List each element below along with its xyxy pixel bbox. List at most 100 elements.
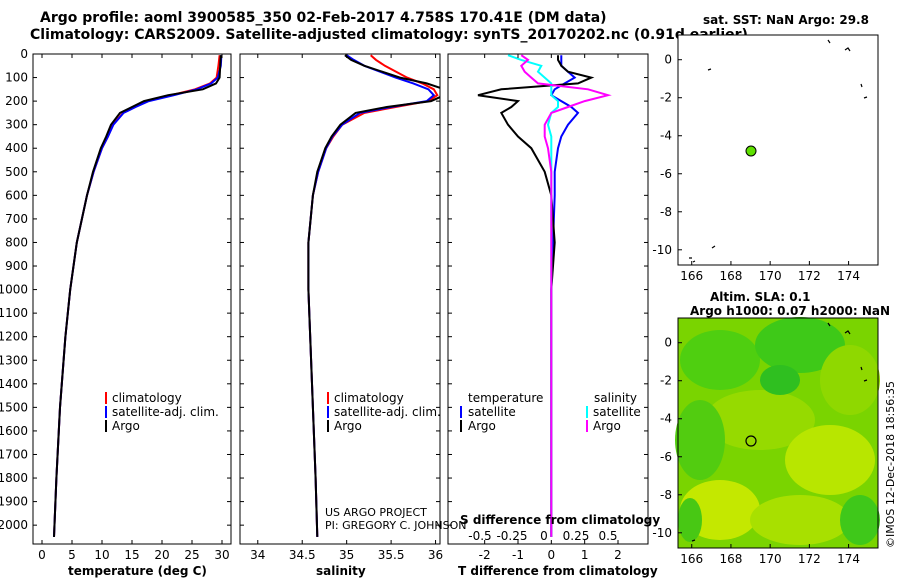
temperature-xlabel: temperature (deg C) — [68, 564, 207, 578]
lon-tick-label: 174 — [837, 269, 860, 283]
depth-tick-label: 500 — [5, 165, 28, 179]
sst-map-axes: 166 168 170 172 174 0 -2 -4 -6 -8 -10 — [652, 53, 860, 283]
lon-tick-label: 166 — [680, 552, 703, 566]
project-label: US ARGO PROJECT — [325, 506, 427, 519]
lat-tick-label: 0 — [664, 336, 672, 350]
x-tick-label: 0 — [38, 548, 46, 562]
lon-tick-label: 170 — [759, 269, 782, 283]
float-position-marker — [745, 435, 757, 447]
top-x-tick-label: 0 — [540, 529, 548, 543]
series-line-argo — [307, 54, 440, 537]
x-tick-label: 1 — [581, 548, 589, 562]
legend-sal-satellite: satellite — [593, 405, 641, 419]
legend-argo: Argo — [334, 419, 362, 433]
sla-map-subtitle: Argo h1000: 0.07 h2000: NaN — [690, 304, 891, 318]
lon-tick-label: 174 — [837, 552, 860, 566]
difference-legend: temperature satellite Argo salinity sate… — [460, 391, 641, 433]
lat-tick-label: -4 — [660, 129, 672, 143]
lon-tick-label: 172 — [798, 552, 821, 566]
lat-tick-label: -10 — [652, 243, 672, 257]
lon-tick-label: 168 — [719, 269, 742, 283]
lat-tick-label: -6 — [660, 167, 672, 181]
legend-climatology: climatology — [112, 391, 182, 405]
x-tick-label: -2 — [479, 548, 491, 562]
series-line-argo — [53, 55, 222, 537]
x-tick-label: 10 — [94, 548, 109, 562]
temperature-axes — [32, 53, 232, 545]
pi-label: PI: GREGORY C. JOHNSON — [325, 519, 466, 532]
x-axes: 0 5 10 15 20 25 30 34 34.5 35 35.5 36 -2 -1 0 1 2 -0.5 -0.… — [38, 54, 622, 562]
depth-tick-label: 1300 — [0, 353, 28, 367]
legend-argo: Argo — [112, 419, 140, 433]
top-x-tick-label: 0.5 — [598, 529, 617, 543]
legend-climatology: climatology — [334, 391, 404, 405]
salinity-legend: climatology satellite-adj. clim. Argo — [327, 391, 441, 433]
top-x-tick-label: -0.5 — [468, 529, 491, 543]
depth-tick-label: 1800 — [0, 471, 28, 485]
salinity-axes — [239, 53, 441, 545]
lat-tick-label: -4 — [660, 412, 672, 426]
sla-map-frame — [677, 317, 879, 549]
sla-field-patches — [675, 317, 880, 545]
lon-tick-label: 172 — [798, 269, 821, 283]
difference-xlabel: T difference from climatology — [458, 564, 658, 578]
sst-map-frame — [677, 34, 879, 266]
depth-tick-label: 1000 — [0, 283, 28, 297]
lon-tick-label: 170 — [759, 552, 782, 566]
depth-tick-label: 1400 — [0, 377, 28, 391]
plot-subtitle: Climatology: CARS2009. Satellite-adjuste… — [30, 27, 748, 43]
x-tick-label: 20 — [154, 548, 169, 562]
series-line-salinity-argo — [520, 54, 612, 537]
sla-map-title: Altim. SLA: 0.1 — [710, 290, 811, 304]
lon-tick-label: 168 — [719, 552, 742, 566]
lat-tick-label: -2 — [660, 374, 672, 388]
x-tick-label: 25 — [184, 548, 199, 562]
series-line-temperature-argo — [477, 55, 595, 537]
depth-tick-label: 1600 — [0, 424, 28, 438]
salinity-difference-label: S difference from climatology — [460, 513, 660, 527]
float-position-marker — [745, 145, 757, 157]
x-tick-label: 5 — [68, 548, 76, 562]
legend-satellite: satellite-adj. clim. — [112, 405, 219, 419]
legend-temp-argo: Argo — [468, 419, 496, 433]
legend-sal-argo: Argo — [593, 419, 621, 433]
lat-tick-label: -2 — [660, 91, 672, 105]
x-tick-label: 2 — [614, 548, 622, 562]
depth-tick-label: 0 — [20, 47, 28, 61]
x-tick-label: 35.5 — [378, 548, 405, 562]
lat-tick-label: -6 — [660, 450, 672, 464]
depth-tick-label: 600 — [5, 188, 28, 202]
temperature-legend: climatology satellite-adj. clim. Argo — [105, 391, 219, 433]
x-tick-label: 30 — [214, 548, 229, 562]
x-tick-label: 15 — [124, 548, 139, 562]
coastline-specks — [689, 39, 868, 263]
x-tick-label: 34 — [250, 548, 265, 562]
depth-tick-label: 1700 — [0, 447, 28, 461]
x-tick-label: 35 — [339, 548, 354, 562]
depth-tick-label: 1900 — [0, 495, 28, 509]
series-line-satellite-adj-clim- — [307, 54, 436, 537]
sla-map: 166 168 170 172 174 0 -2 -4 -6 -8 -10 — [652, 317, 880, 566]
x-tick-label: 36 — [428, 548, 443, 562]
depth-tick-label: 100 — [5, 71, 28, 85]
x-tick-label: 34.5 — [289, 548, 316, 562]
x-tick-label: -1 — [512, 548, 524, 562]
lat-tick-label: -8 — [660, 205, 672, 219]
series-line-climatology — [307, 54, 439, 537]
sst-map: 166 168 170 172 174 0 -2 -4 -6 -8 -10 — [652, 34, 879, 283]
series-line-temperature-satellite — [549, 55, 580, 537]
depth-tick-label: 900 — [5, 259, 28, 273]
depth-tick-label: 300 — [5, 118, 28, 132]
sla-map-axes: 166 168 170 172 174 0 -2 -4 -6 -8 -10 — [652, 336, 860, 566]
salinity-curves — [307, 54, 440, 537]
depth-axis: 0 100 200 300 400 500 600 700 800 900 1000 1100 1200… — [0, 47, 648, 532]
legend-salinity-title: salinity — [594, 391, 637, 405]
depth-tick-label: 1100 — [0, 306, 28, 320]
depth-tick-label: 1500 — [0, 400, 28, 414]
depth-tick-label: 400 — [5, 141, 28, 155]
plot-title: Argo profile: aoml 3900585_350 02-Feb-20… — [40, 10, 607, 26]
series-line-climatology — [53, 55, 221, 537]
depth-tick-label: 200 — [5, 94, 28, 108]
difference-curves — [477, 54, 612, 537]
